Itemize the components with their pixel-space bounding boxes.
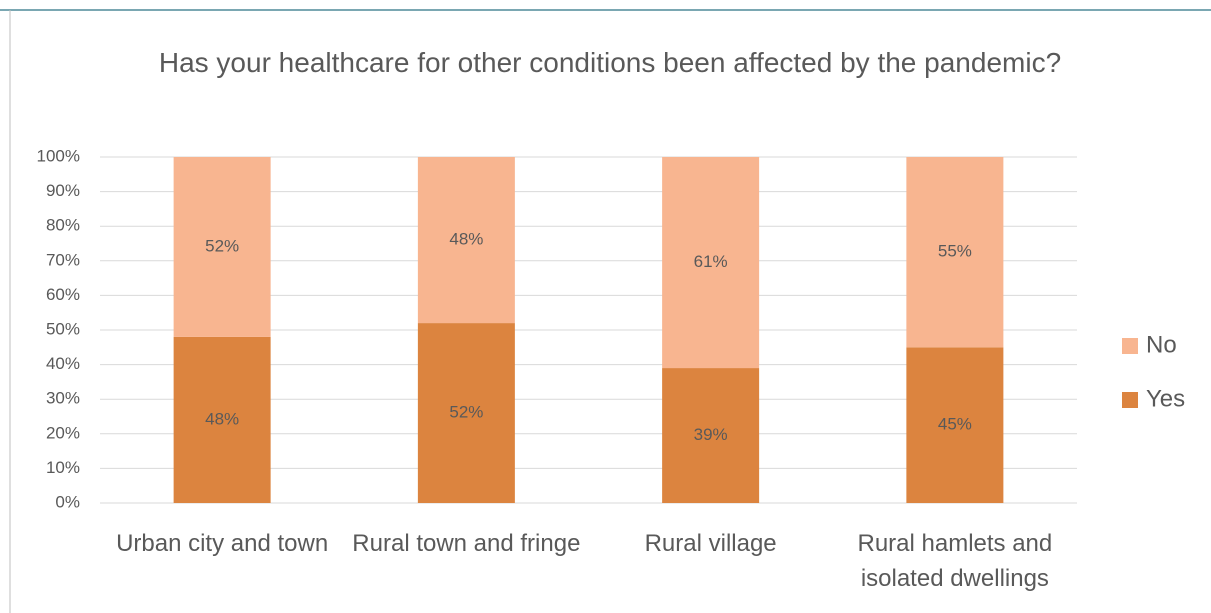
legend-swatch (1122, 338, 1138, 354)
bar-segment (417, 157, 515, 324)
y-tick-label: 10% (46, 458, 80, 477)
data-label: 48% (205, 409, 239, 428)
data-label: 61% (694, 252, 728, 271)
y-tick-label: 50% (46, 319, 80, 338)
data-label: 39% (694, 425, 728, 444)
legend-label: No (1146, 331, 1177, 358)
y-tick-label: 40% (46, 354, 80, 373)
bar-segment (417, 323, 515, 503)
data-label: 52% (205, 236, 239, 255)
bar-segment (662, 157, 760, 369)
data-label: 52% (449, 403, 483, 422)
x-tick-label: Urban city and town (116, 530, 329, 557)
y-tick-label: 0% (55, 492, 80, 511)
data-label: 48% (449, 230, 483, 249)
y-tick-label: 90% (46, 181, 80, 200)
bar-segment (906, 347, 1004, 503)
y-tick-label: 20% (46, 423, 80, 442)
y-tick-label: 80% (46, 216, 80, 235)
legend-swatch (1122, 392, 1138, 408)
x-tick-label: Rural hamlets and isolated dwellings (857, 530, 1053, 592)
bar-segment (173, 157, 271, 337)
x-tick-label: Rural village (644, 530, 777, 557)
data-label: 45% (938, 415, 972, 434)
y-tick-label: 70% (46, 250, 80, 269)
bar-segment (662, 368, 760, 503)
bar-segment (173, 336, 271, 503)
y-tick-label: 30% (46, 389, 80, 408)
y-tick-label: 100% (37, 146, 80, 165)
bar-segment (906, 157, 1004, 348)
y-tick-label: 60% (46, 285, 80, 304)
chart-title: Has your healthcare for other conditions… (158, 47, 1062, 78)
legend-label: Yes (1146, 385, 1185, 412)
x-tick-label: Rural town and fringe (352, 530, 581, 557)
data-label: 55% (938, 242, 972, 261)
